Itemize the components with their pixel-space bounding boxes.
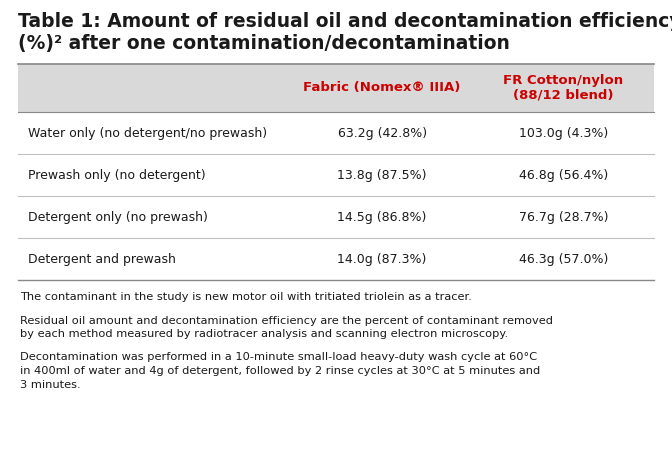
Text: FR Cotton/nylon
(88/12 blend): FR Cotton/nylon (88/12 blend): [503, 74, 624, 102]
Text: Detergent only (no prewash): Detergent only (no prewash): [28, 211, 208, 224]
Text: 13.8g (87.5%): 13.8g (87.5%): [337, 169, 427, 181]
Bar: [18, 64, 654, 112]
Text: The contaminant in the study is new motor oil with tritiated triolein as a trace: The contaminant in the study is new moto…: [20, 292, 472, 302]
Text: Detergent and prewash: Detergent and prewash: [28, 253, 176, 266]
Text: 14.0g (87.3%): 14.0g (87.3%): [337, 253, 427, 266]
Text: 46.3g (57.0%): 46.3g (57.0%): [519, 253, 608, 266]
Text: 14.5g (86.8%): 14.5g (86.8%): [337, 211, 427, 224]
Text: Residual oil amount and decontamination efficiency are the percent of contaminan: Residual oil amount and decontamination …: [20, 316, 553, 339]
Text: Table 1: Amount of residual oil and decontamination efficiency: Table 1: Amount of residual oil and deco…: [18, 12, 672, 31]
Text: (%)² after one contamination/decontamination: (%)² after one contamination/decontamina…: [18, 34, 510, 53]
Text: Prewash only (no detergent): Prewash only (no detergent): [28, 169, 206, 181]
Text: 103.0g (4.3%): 103.0g (4.3%): [519, 126, 608, 139]
Text: 63.2g (42.8%): 63.2g (42.8%): [337, 126, 427, 139]
Text: 76.7g (28.7%): 76.7g (28.7%): [519, 211, 608, 224]
Text: Fabric (Nomex® IIIA): Fabric (Nomex® IIIA): [304, 82, 461, 95]
Text: Decontamination was performed in a 10-minute small-load heavy-duty wash cycle at: Decontamination was performed in a 10-mi…: [20, 353, 540, 390]
Text: 46.8g (56.4%): 46.8g (56.4%): [519, 169, 608, 181]
Text: Water only (no detergent/no prewash): Water only (no detergent/no prewash): [28, 126, 267, 139]
